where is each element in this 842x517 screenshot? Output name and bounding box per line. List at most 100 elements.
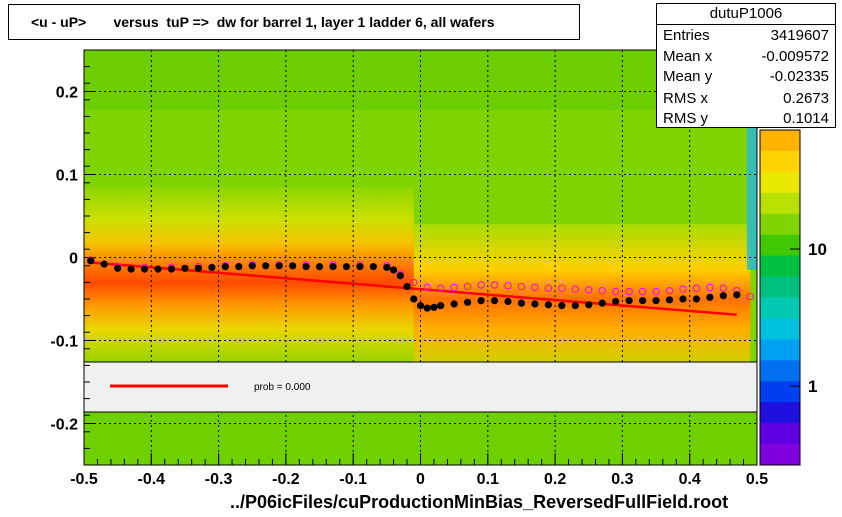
color-scale-cell bbox=[760, 444, 800, 466]
y-tick-label: 0.2 bbox=[56, 85, 78, 102]
stats-value: -0.02335 bbox=[769, 68, 829, 85]
x-tick-label: 0.4 bbox=[679, 471, 701, 488]
color-scale-frame bbox=[759, 129, 801, 466]
stats-row-mean-x: Mean x -0.009572 bbox=[663, 46, 829, 67]
profile-point bbox=[87, 257, 95, 265]
color-scale-cell bbox=[760, 234, 800, 257]
profile-point bbox=[383, 263, 391, 272]
color-scale-cell bbox=[760, 423, 800, 445]
profile-open-point bbox=[410, 278, 418, 287]
axes: -0.5 -0.4 -0.3 -0.2 -0.1 0 0.1 0.2 0.3 0.4 0.5 0.2 0… bbox=[50, 49, 768, 488]
profile-point bbox=[612, 297, 620, 306]
color-scale: 11010² bbox=[759, 104, 833, 466]
profile-open-point bbox=[544, 284, 553, 292]
stats-row-mean-y: Mean y -0.02335 bbox=[663, 66, 829, 87]
stats-box: dutuP1006 Entries 3419607 Mean x -0.0095… bbox=[656, 3, 836, 128]
profile-point bbox=[531, 300, 539, 308]
profile-point bbox=[221, 263, 229, 271]
x-tick-label: -0.5 bbox=[70, 471, 98, 488]
profile-point bbox=[114, 264, 122, 272]
profile-point bbox=[389, 266, 398, 274]
profile-point bbox=[652, 297, 660, 305]
legend: prob = 0.000 bbox=[83, 361, 758, 413]
x-tick-label: 0.5 bbox=[746, 471, 768, 488]
profile-point bbox=[208, 263, 216, 272]
profile-point bbox=[423, 304, 431, 312]
heatmap-edge-strip bbox=[746, 110, 757, 270]
profile-open-point bbox=[585, 286, 593, 294]
x-axis-title: ../P06icFiles/cuProductionMinBias_Revers… bbox=[230, 492, 729, 512]
x-tick-label: -0.1 bbox=[339, 471, 367, 488]
color-scale-cell bbox=[760, 381, 800, 403]
profile-point bbox=[275, 262, 283, 270]
profile-point bbox=[450, 300, 458, 308]
profile-point bbox=[235, 263, 243, 271]
profile-point bbox=[181, 264, 189, 272]
profile-point bbox=[356, 263, 364, 271]
profile-point bbox=[154, 265, 162, 273]
profile-open-point bbox=[477, 281, 485, 289]
color-scale-cell bbox=[760, 255, 800, 278]
profile-point bbox=[517, 299, 526, 307]
profile-open-point bbox=[598, 287, 606, 295]
profile-point bbox=[430, 303, 438, 311]
stats-name: dutuP1006 bbox=[657, 4, 835, 25]
profile-open-point bbox=[665, 287, 674, 295]
stats-row-rms-x: RMS x 0.2673 bbox=[663, 88, 829, 109]
profile-open-point bbox=[706, 283, 714, 292]
stats-value: 3419607 bbox=[770, 27, 829, 44]
color-scale-cell bbox=[760, 339, 800, 361]
profile-point bbox=[416, 302, 425, 310]
y-tick-label: -0.1 bbox=[50, 334, 78, 351]
profile-point bbox=[558, 302, 566, 310]
color-scale-cell bbox=[760, 318, 800, 340]
profile-point bbox=[585, 301, 593, 309]
x-tick-label: 0 bbox=[416, 471, 425, 488]
profile-point bbox=[733, 291, 741, 299]
profile-open-point bbox=[746, 292, 754, 301]
color-scale-cell bbox=[760, 171, 800, 194]
profile-point bbox=[625, 297, 633, 305]
profile-point bbox=[100, 260, 108, 268]
profile-open-point bbox=[558, 284, 566, 292]
color-scale-label: 1 bbox=[808, 377, 817, 396]
plot-title: <u - uP> versus tuP => dw for barrel 1, … bbox=[31, 14, 495, 30]
profile-point bbox=[315, 263, 324, 271]
profile-point bbox=[706, 293, 714, 301]
x-tick-label: 0.1 bbox=[477, 471, 499, 488]
profile-point bbox=[248, 262, 256, 270]
stats-value: 0.1014 bbox=[783, 110, 829, 127]
stats-key: RMS y bbox=[663, 110, 708, 127]
profile-point bbox=[638, 297, 647, 305]
profile-open-point bbox=[719, 284, 728, 292]
profile-open-point bbox=[423, 283, 431, 292]
profile-point bbox=[194, 264, 203, 272]
stats-value: 0.2673 bbox=[783, 90, 829, 107]
profile-open-point bbox=[692, 284, 701, 292]
y-tick-label: -0.2 bbox=[50, 417, 78, 434]
profile-point bbox=[544, 301, 552, 309]
color-scale-cell bbox=[760, 297, 800, 319]
x-tick-label: 0.2 bbox=[544, 471, 566, 488]
profile-open-point bbox=[450, 283, 458, 292]
profile-open-point bbox=[611, 287, 620, 296]
profile-point bbox=[490, 297, 499, 305]
color-scale-cell bbox=[760, 402, 800, 424]
profile-point bbox=[396, 272, 404, 280]
profile-open-point bbox=[463, 282, 472, 291]
stats-key: Mean x bbox=[663, 48, 713, 65]
profile-point bbox=[127, 265, 135, 273]
profile-marks bbox=[87, 256, 754, 317]
x-tick-label: -0.4 bbox=[138, 471, 166, 488]
profile-open-point bbox=[625, 287, 633, 296]
profile-point bbox=[167, 265, 176, 273]
color-scale-cell bbox=[760, 360, 800, 382]
stats-key: Mean y bbox=[663, 68, 713, 85]
color-scale-cell bbox=[760, 192, 800, 215]
profile-open-point bbox=[638, 287, 647, 296]
x-tick-label: 0.3 bbox=[611, 471, 633, 488]
profile-point bbox=[410, 295, 418, 303]
y-tick-label: 0 bbox=[69, 251, 78, 268]
profile-point bbox=[692, 295, 701, 303]
profile-point bbox=[403, 282, 411, 291]
